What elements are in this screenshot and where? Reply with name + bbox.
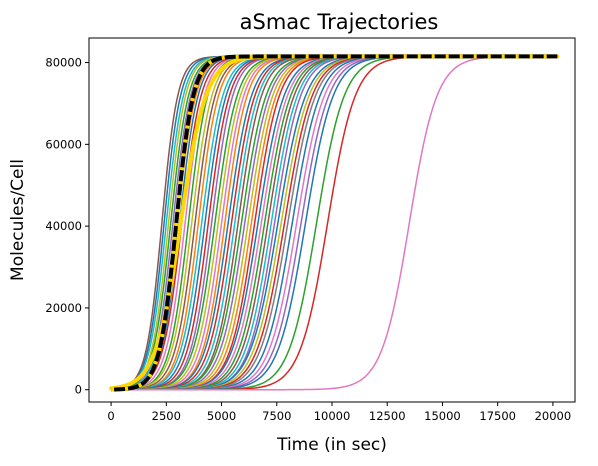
x-axis: 0 2500 5000 7500 10000 12500 15000 17500 20000 [107, 402, 571, 423]
x-tick-label: 20000 [535, 409, 572, 423]
x-tick-label: 7500 [262, 409, 291, 423]
y-tick-label: 0 [75, 383, 82, 397]
reference-layer [109, 54, 560, 392]
x-tick-label: 0 [107, 409, 114, 423]
y-tick-label: 80000 [45, 56, 82, 70]
y-tick-label: 60000 [45, 137, 82, 151]
x-axis-label: Time (in sec) [276, 435, 387, 455]
x-tick-label: 12500 [369, 409, 406, 423]
y-tick-label: 20000 [45, 301, 82, 315]
y-axis: 0 20000 40000 60000 80000 [45, 56, 89, 397]
x-tick-label: 17500 [479, 409, 516, 423]
x-tick-label: 15000 [424, 409, 461, 423]
y-axis-label: Molecules/Cell [8, 159, 28, 281]
chart-title: aSmac Trajectories [240, 10, 439, 34]
y-tick-label: 40000 [45, 219, 82, 233]
reference-trajectory-dash [111, 54, 558, 392]
x-tick-label: 10000 [314, 409, 351, 423]
x-tick-label: 2500 [152, 409, 181, 423]
x-tick-label: 5000 [207, 409, 236, 423]
